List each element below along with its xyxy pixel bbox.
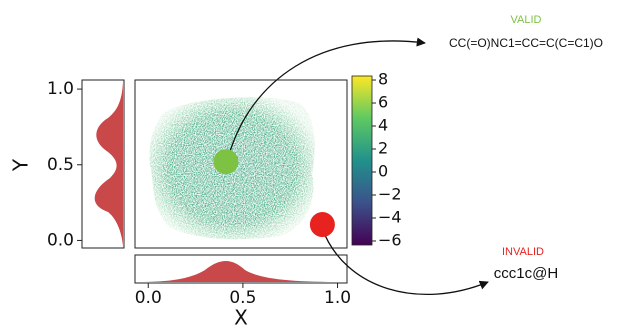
x-tick-label: 0.5 (229, 288, 256, 308)
colorbar-tick-label: −6 (378, 230, 402, 249)
point (213, 149, 239, 175)
colorbar (351, 75, 373, 246)
invalid-heading: INVALID (502, 246, 544, 258)
colorbar-tick-label: −2 (378, 184, 402, 203)
y-tick-label: 1.0 (47, 79, 74, 99)
x-histogram (137, 261, 345, 282)
y-tick-label: 0.0 (47, 230, 74, 250)
colorbar-tick-label: 0 (378, 161, 388, 180)
point (309, 212, 335, 238)
x-axis-label: X (234, 306, 248, 330)
valid-smiles: CC(=O)NC1=CC=C(C=C1)O (449, 36, 603, 50)
y-tick-label: 0.5 (47, 155, 74, 175)
colorbar-tick-label: 2 (378, 139, 388, 158)
valid-heading: VALID (511, 14, 542, 26)
y-axis-label: Y (9, 158, 33, 172)
x-tick-label: 1.0 (324, 288, 351, 308)
colorbar-tick-label: 6 (378, 93, 388, 112)
y-histogram (94, 82, 123, 246)
invalid-smiles: ccc1c@H (494, 265, 558, 282)
colorbar-tick-label: −4 (378, 207, 402, 226)
invalid-arrow (321, 227, 489, 295)
colorbar-tick-label: 8 (378, 70, 388, 89)
x-tick-label: 0.0 (135, 288, 162, 308)
valid-arrow (227, 37, 426, 159)
colorbar-tick-label: 4 (378, 116, 388, 135)
